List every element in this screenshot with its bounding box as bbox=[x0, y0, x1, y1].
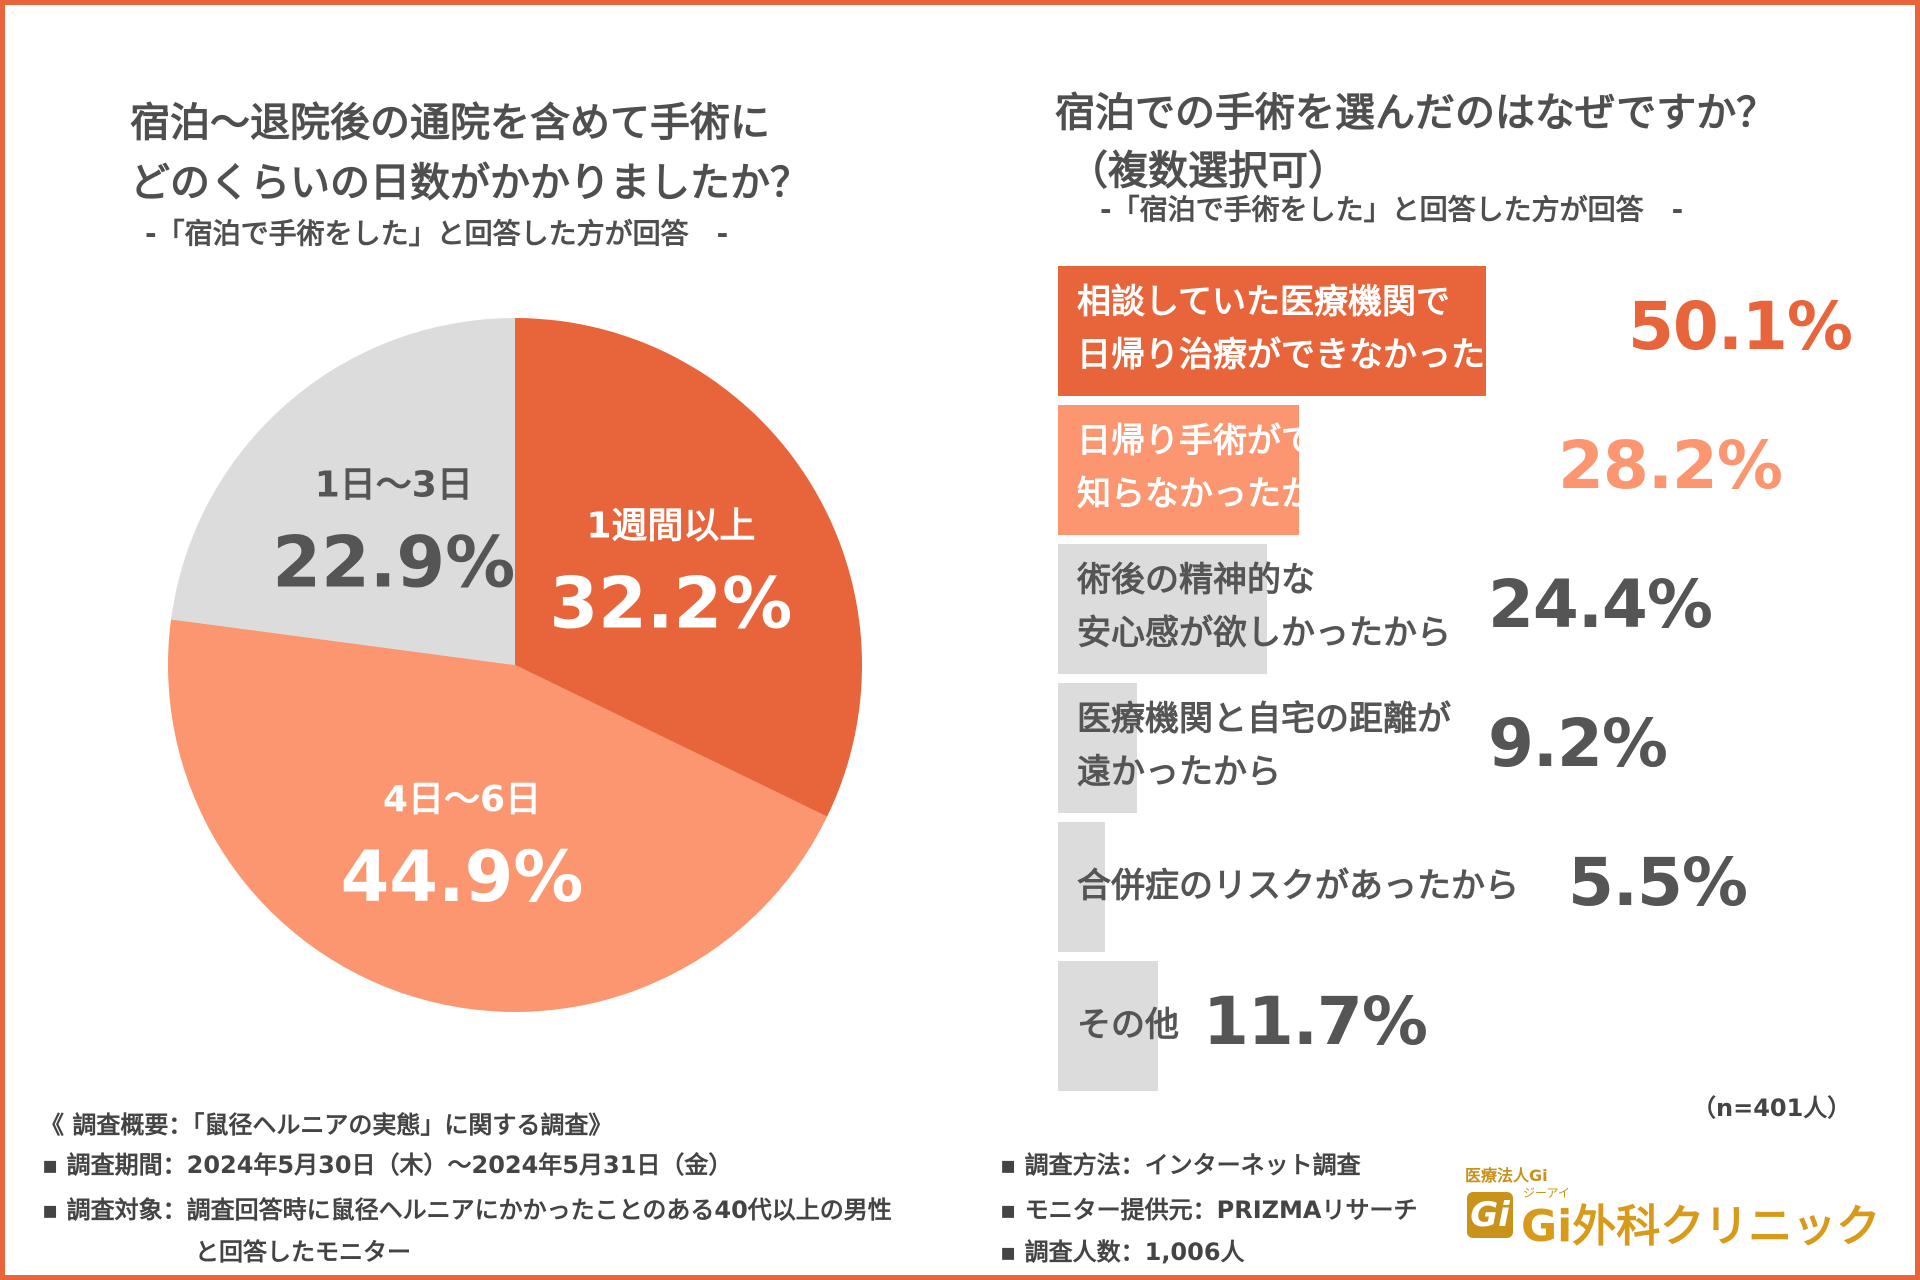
bar-title-line2: （複数選択可） bbox=[1068, 148, 1348, 194]
bar-row-0: 相談していた医療機関で日帰り治療ができなかったから 50.1% bbox=[1058, 266, 1898, 396]
bar-value-0: 50.1% bbox=[1628, 288, 1853, 365]
pie-title-line2: どのくらいの日数がかかりましたか？ bbox=[130, 160, 810, 206]
bar-row-2: 術後の精神的な安心感が欲しかったから 24.4% bbox=[1058, 544, 1898, 674]
bar-value-1: 28.2% bbox=[1558, 427, 1783, 504]
bar-value-4: 5.5% bbox=[1568, 844, 1748, 921]
pie-slice-0 bbox=[515, 318, 863, 817]
pie-title-line1: 宿泊〜退院後の通院を含めて手術に bbox=[130, 100, 770, 146]
bar-1 bbox=[1058, 405, 1300, 535]
bar-value-5: 11.7% bbox=[1203, 983, 1428, 1060]
bar-0 bbox=[1058, 266, 1487, 396]
pie-slice-label-2: 1日〜3日 bbox=[315, 465, 473, 506]
bar-label-line1-4: 合併症のリスクがあったから bbox=[1077, 866, 1519, 906]
bar-label-line2-2: 安心感が欲しかったから bbox=[1077, 613, 1451, 653]
bar-row-4: 合併症のリスクがあったから 5.5% bbox=[1058, 822, 1898, 952]
monitor-provider: ▪ モニター提供元：PRIZMAリサーチ bbox=[1000, 1196, 1418, 1224]
pie-slice-label-1: 4日〜6日 bbox=[383, 779, 541, 820]
bar-row-3: 医療機関と自宅の距離が 遠かったから 9.2% bbox=[1058, 683, 1898, 813]
bar-label-line2-1: 知らなかったから bbox=[1077, 474, 1349, 514]
bar-row-1: 日帰り手術ができることを 知らなかったから 28.2% bbox=[1058, 405, 1898, 535]
pie-slice-1 bbox=[168, 619, 828, 1012]
bar-4 bbox=[1058, 822, 1106, 952]
bar-label-line1-5: その他 bbox=[1077, 1005, 1179, 1045]
bar-value-2: 24.4% bbox=[1488, 566, 1713, 643]
bar-title-line1: 宿泊での手術を選んだのはなぜですか？ bbox=[1055, 90, 1777, 136]
survey-overview: 《 調査概要：「鼠径ヘルニアの実態」に関する調査》 bbox=[40, 1111, 613, 1139]
bar-label-line2-3: 遠かったから bbox=[1077, 752, 1281, 792]
bar-label-3: 医療機関と自宅の距離が 遠かったから bbox=[1077, 693, 1451, 799]
bar-label-4: 合併症のリスクがあったから bbox=[1077, 860, 1519, 913]
bar-label-line2-0: 日帰り治療ができなかったから bbox=[1077, 335, 1553, 375]
logo-mark-icon: Gi bbox=[1467, 1192, 1513, 1238]
sample-size-note: （n=401人） bbox=[1692, 1094, 1852, 1122]
pie-subtitle: -「宿泊で手術をした」と回答した方が回答 - bbox=[145, 217, 729, 250]
pie-slice-2 bbox=[171, 318, 516, 665]
pie-slice-value-0: 32.2% bbox=[549, 562, 792, 644]
survey-method: ▪ 調査方法：インターネット調査 bbox=[1000, 1151, 1361, 1179]
survey-target-continued: と回答したモニター bbox=[195, 1238, 411, 1266]
survey-count: ▪ 調査人数：1,006人 bbox=[1000, 1238, 1245, 1266]
bar-subtitle: -「宿泊で手術をした」と回答した方が回答 - bbox=[1100, 193, 1684, 226]
pie-slice-value-2: 22.9% bbox=[272, 522, 515, 604]
pie-slice-value-1: 44.9% bbox=[341, 836, 584, 918]
bar-5 bbox=[1058, 961, 1159, 1091]
bar-label-line1-3: 医療機関と自宅の距離が bbox=[1077, 699, 1451, 739]
clinic-logo: 医療法人Gi ジーアイ Gi Gi外科クリニック bbox=[1463, 1160, 1893, 1252]
pie-slice-label-0: 1週間以上 bbox=[586, 505, 755, 546]
bar-3 bbox=[1058, 683, 1137, 813]
bar-label-2: 術後の精神的な安心感が欲しかったから bbox=[1077, 554, 1451, 660]
logo-ruby: ジーアイ bbox=[1523, 1186, 1570, 1200]
bar-label-0: 相談していた医療機関で日帰り治療ができなかったから bbox=[1077, 276, 1553, 382]
bar-2 bbox=[1058, 544, 1267, 674]
bar-label-line1-2: 術後の精神的な bbox=[1077, 560, 1315, 600]
logo-corporation: 医療法人Gi bbox=[1465, 1166, 1548, 1185]
bar-label-line1-1: 日帰り手術ができることを bbox=[1077, 421, 1485, 461]
bar-row-5: その他 11.7% bbox=[1058, 961, 1898, 1091]
pie-chart: 1週間以上 32.2% 4日〜6日 44.9% 1日〜3日 22.9% bbox=[168, 318, 863, 1012]
bar-label-5: その他 bbox=[1077, 999, 1179, 1052]
logo-clinic-name: Gi外科クリニック bbox=[1521, 1201, 1881, 1252]
bar-value-3: 9.2% bbox=[1488, 705, 1668, 782]
survey-period: ▪ 調査期間：2024年5月30日（木）〜2024年5月31日（金） bbox=[42, 1151, 733, 1179]
bar-label-line1-0: 相談していた医療機関で bbox=[1077, 282, 1450, 322]
survey-target: ▪ 調査対象：調査回答時に鼠径ヘルニアにかかったことのある40代以上の男性 bbox=[42, 1196, 892, 1224]
bar-label-1: 日帰り手術ができることを 知らなかったから bbox=[1077, 415, 1484, 521]
